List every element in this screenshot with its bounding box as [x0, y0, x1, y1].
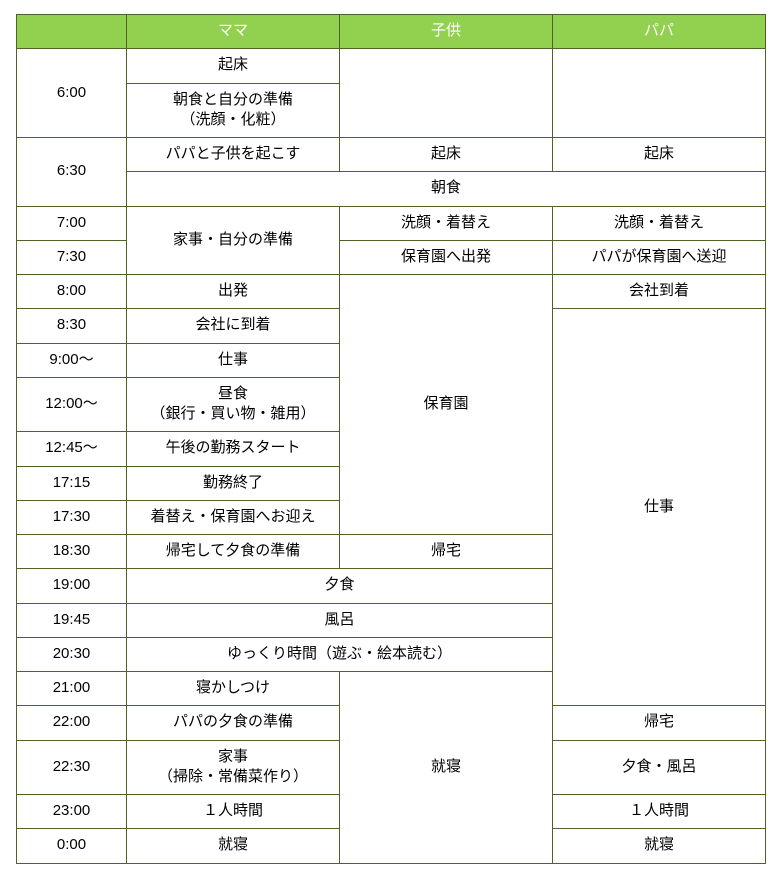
row-0800: 8:00 出発 保育園 会社到着 — [17, 275, 766, 309]
header-time — [17, 15, 127, 49]
papa-0600-blank — [553, 49, 766, 138]
child-0730: 保育園へ出発 — [340, 240, 553, 274]
mama-0800: 出発 — [127, 275, 340, 309]
time-1945: 19:45 — [17, 603, 127, 637]
row-0630b: 朝食 — [17, 172, 766, 206]
time-0000: 0:00 — [17, 829, 127, 863]
time-0600: 6:00 — [17, 49, 127, 138]
time-0700: 7:00 — [17, 206, 127, 240]
all-breakfast: 朝食 — [127, 172, 766, 206]
mc-play: ゆっくり時間（遊ぶ・絵本読む） — [127, 637, 553, 671]
child-hoikuen: 保育園 — [340, 275, 553, 535]
header-mama: ママ — [127, 15, 340, 49]
time-2100: 21:00 — [17, 672, 127, 706]
mc-bath: 風呂 — [127, 603, 553, 637]
time-2030: 20:30 — [17, 637, 127, 671]
child-0700: 洗顔・着替え — [340, 206, 553, 240]
time-2230: 22:30 — [17, 740, 127, 795]
papa-0630: 起床 — [553, 138, 766, 172]
papa-2230: 夕食・風呂 — [553, 740, 766, 795]
row-0630a: 6:30 パパと子供を起こす 起床 起床 — [17, 138, 766, 172]
time-1715: 17:15 — [17, 466, 127, 500]
header-row: ママ 子供 パパ — [17, 15, 766, 49]
time-0900: 9:00～ — [17, 343, 127, 377]
mama-0830: 会社に到着 — [127, 309, 340, 343]
papa-0800: 会社到着 — [553, 275, 766, 309]
mama-0630: パパと子供を起こす — [127, 138, 340, 172]
child-0600-blank — [340, 49, 553, 138]
mama-1730: 着替え・保育園へお迎え — [127, 500, 340, 534]
child-sleep: 就寝 — [340, 672, 553, 864]
mama-2100: 寝かしつけ — [127, 672, 340, 706]
time-2200: 22:00 — [17, 706, 127, 740]
time-0630: 6:30 — [17, 138, 127, 207]
time-2300: 23:00 — [17, 795, 127, 829]
papa-2200: 帰宅 — [553, 706, 766, 740]
time-0800: 8:00 — [17, 275, 127, 309]
mama-1200: 昼食（銀行・買い物・雑用） — [127, 377, 340, 432]
time-0730: 7:30 — [17, 240, 127, 274]
papa-0730: パパが保育園へ送迎 — [553, 240, 766, 274]
row-0700: 7:00 家事・自分の準備 洗顔・着替え 洗顔・着替え — [17, 206, 766, 240]
child-1830: 帰宅 — [340, 535, 553, 569]
time-0830: 8:30 — [17, 309, 127, 343]
time-1730: 17:30 — [17, 500, 127, 534]
time-1830: 18:30 — [17, 535, 127, 569]
mc-dinner: 夕食 — [127, 569, 553, 603]
mama-2200: パパの夕食の準備 — [127, 706, 340, 740]
mama-1245: 午後の勤務スタート — [127, 432, 340, 466]
mama-2230: 家事（掃除・常備菜作り） — [127, 740, 340, 795]
papa-0700: 洗顔・着替え — [553, 206, 766, 240]
mama-1715: 勤務終了 — [127, 466, 340, 500]
papa-work: 仕事 — [553, 309, 766, 706]
header-child: 子供 — [340, 15, 553, 49]
row-0600a: 6:00 起床 — [17, 49, 766, 83]
mama-0900: 仕事 — [127, 343, 340, 377]
mama-0000: 就寝 — [127, 829, 340, 863]
time-1245: 12:45～ — [17, 432, 127, 466]
time-1200: 12:00～ — [17, 377, 127, 432]
daily-schedule-table: ママ 子供 パパ 6:00 起床 朝食と自分の準備（洗顔・化粧） 6:30 パパ… — [16, 14, 766, 864]
mama-1830: 帰宅して夕食の準備 — [127, 535, 340, 569]
mama-0700-0730: 家事・自分の準備 — [127, 206, 340, 275]
time-1900: 19:00 — [17, 569, 127, 603]
papa-2300: １人時間 — [553, 795, 766, 829]
mama-0600b: 朝食と自分の準備（洗顔・化粧） — [127, 83, 340, 138]
mama-0600a: 起床 — [127, 49, 340, 83]
header-papa: パパ — [553, 15, 766, 49]
child-0630: 起床 — [340, 138, 553, 172]
papa-0000: 就寝 — [553, 829, 766, 863]
mama-2300: １人時間 — [127, 795, 340, 829]
